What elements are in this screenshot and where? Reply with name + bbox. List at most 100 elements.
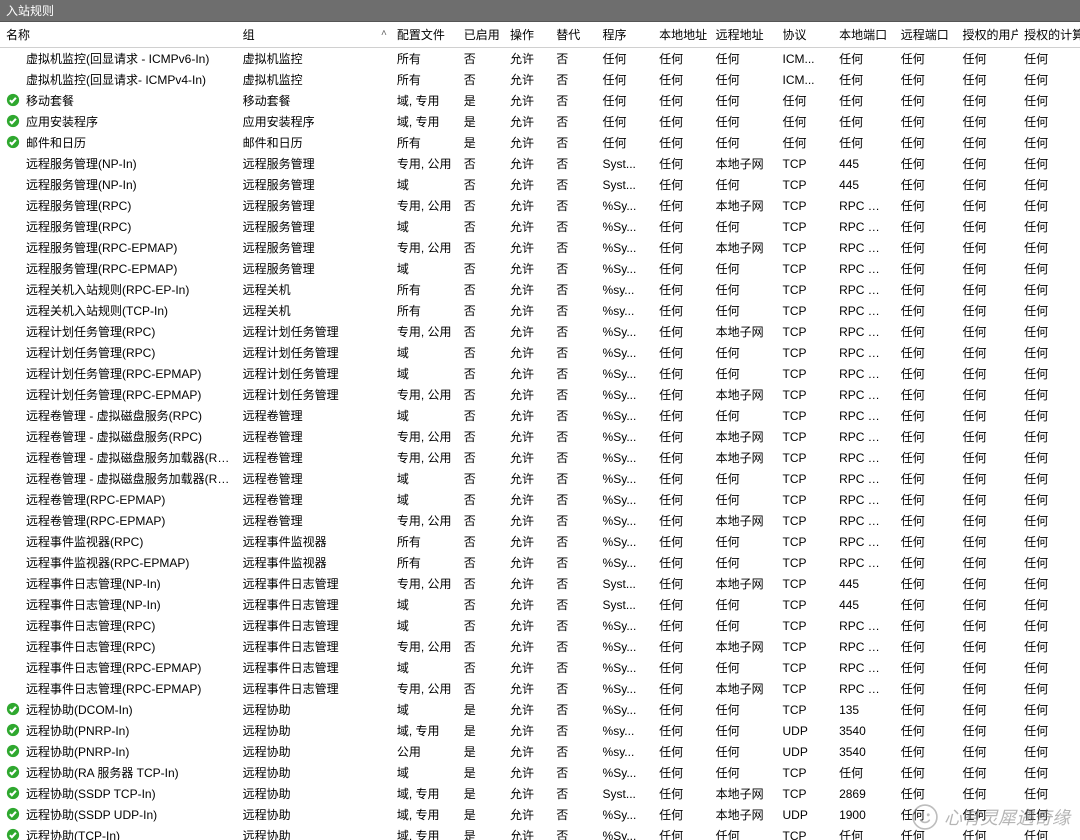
cell-enabled: 否 xyxy=(458,468,504,489)
table-row[interactable]: 远程事件日志管理(RPC-EPMAP)远程事件日志管理域否允许否%Sy...任何… xyxy=(0,657,1080,678)
cell-lport: RPC 动态... xyxy=(833,342,895,363)
cell-comp: 任何 xyxy=(1018,132,1080,153)
cell-proto: TCP xyxy=(777,468,834,489)
cell-user: 任何 xyxy=(956,468,1018,489)
table-row[interactable]: 远程卷管理 - 虚拟磁盘服务(RPC)远程卷管理专用, 公用否允许否%Sy...… xyxy=(0,426,1080,447)
table-row[interactable]: 远程事件日志管理(RPC-EPMAP)远程事件日志管理专用, 公用否允许否%Sy… xyxy=(0,678,1080,699)
table-row[interactable]: 远程关机入站规则(RPC-EP-In)远程关机所有否允许否%sy...任何任何T… xyxy=(0,279,1080,300)
cell-action: 允许 xyxy=(504,384,550,405)
cell-group: 远程协助 xyxy=(237,825,391,840)
cell-override: 否 xyxy=(550,615,596,636)
table-row[interactable]: 远程事件监视器(RPC-EPMAP)远程事件监视器所有否允许否%Sy...任何任… xyxy=(0,552,1080,573)
table-row[interactable]: 应用安装程序应用安装程序域, 专用是允许否任何任何任何任何任何任何任何任何 xyxy=(0,111,1080,132)
table-row[interactable]: 远程协助(PNRP-In)远程协助公用是允许否%sy...任何任何UDP3540… xyxy=(0,741,1080,762)
table-row[interactable]: 远程协助(DCOM-In)远程协助域是允许否%Sy...任何任何TCP135任何… xyxy=(0,699,1080,720)
column-header-remote[interactable]: 远程地址 xyxy=(710,22,777,48)
cell-rport: 任何 xyxy=(895,279,957,300)
table-row[interactable]: 远程计划任务管理(RPC-EPMAP)远程计划任务管理专用, 公用否允许否%Sy… xyxy=(0,384,1080,405)
column-header-rport[interactable]: 远程端口 xyxy=(895,22,957,48)
table-row[interactable]: 远程服务管理(RPC)远程服务管理域否允许否%Sy...任何任何TCPRPC 动… xyxy=(0,216,1080,237)
table-row[interactable]: 远程关机入站规则(TCP-In)远程关机所有否允许否%sy...任何任何TCPR… xyxy=(0,300,1080,321)
table-row[interactable]: 远程计划任务管理(RPC)远程计划任务管理专用, 公用否允许否%Sy...任何本… xyxy=(0,321,1080,342)
column-header-override[interactable]: 替代 xyxy=(550,22,596,48)
cell-profile: 域 xyxy=(391,342,458,363)
cell-rport: 任何 xyxy=(895,69,957,90)
table-row[interactable]: 远程计划任务管理(RPC-EPMAP)远程计划任务管理域否允许否%Sy...任何… xyxy=(0,363,1080,384)
cell-comp: 任何 xyxy=(1018,657,1080,678)
table-row[interactable]: 虚拟机监控(回显请求 - ICMPv6-In)虚拟机监控所有否允许否任何任何任何… xyxy=(0,48,1080,70)
column-header-local[interactable]: 本地地址 xyxy=(653,22,710,48)
table-row[interactable]: 远程卷管理(RPC-EPMAP)远程卷管理专用, 公用否允许否%Sy...任何本… xyxy=(0,510,1080,531)
table-row[interactable]: 远程服务管理(NP-In)远程服务管理专用, 公用否允许否Syst...任何本地… xyxy=(0,153,1080,174)
table-row[interactable]: 远程协助(RA 服务器 TCP-In)远程协助域是允许否%Sy...任何任何TC… xyxy=(0,762,1080,783)
cell-proto: TCP xyxy=(777,762,834,783)
table-row[interactable]: 远程协助(SSDP UDP-In)远程协助域, 专用是允许否%Sy...任何本地… xyxy=(0,804,1080,825)
column-header-lport[interactable]: 本地端口 xyxy=(833,22,895,48)
table-row[interactable]: 邮件和日历邮件和日历所有是允许否任何任何任何任何任何任何任何任何 xyxy=(0,132,1080,153)
cell-comp: 任何 xyxy=(1018,237,1080,258)
table-row[interactable]: 移动套餐移动套餐域, 专用是允许否任何任何任何任何任何任何任何任何 xyxy=(0,90,1080,111)
table-row[interactable]: 远程服务管理(RPC-EPMAP)远程服务管理域否允许否%Sy...任何任何TC… xyxy=(0,258,1080,279)
cell-remote: 任何 xyxy=(710,258,777,279)
table-row[interactable]: 远程卷管理 - 虚拟磁盘服务加载器(RPC)远程卷管理专用, 公用否允许否%Sy… xyxy=(0,447,1080,468)
cell-name: 远程计划任务管理(RPC-EPMAP) xyxy=(0,384,237,405)
table-row[interactable]: 远程卷管理 - 虚拟磁盘服务加载器(RPC)远程卷管理域否允许否%Sy...任何… xyxy=(0,468,1080,489)
rules-scroll[interactable]: 名称组˄配置文件已启用操作替代程序本地地址远程地址协议本地端口远程端口授权的用户… xyxy=(0,22,1080,840)
cell-user: 任何 xyxy=(956,678,1018,699)
cell-comp: 任何 xyxy=(1018,573,1080,594)
cell-enabled: 否 xyxy=(458,258,504,279)
column-header-comp[interactable]: 授权的计算 xyxy=(1018,22,1080,48)
column-header-action[interactable]: 操作 xyxy=(504,22,550,48)
rules-table: 名称组˄配置文件已启用操作替代程序本地地址远程地址协议本地端口远程端口授权的用户… xyxy=(0,22,1080,840)
cell-enabled: 是 xyxy=(458,762,504,783)
table-row[interactable]: 远程协助(SSDP TCP-In)远程协助域, 专用是允许否Syst...任何本… xyxy=(0,783,1080,804)
column-header-name[interactable]: 名称 xyxy=(0,22,237,48)
cell-proto: TCP xyxy=(777,531,834,552)
cell-proto: TCP xyxy=(777,174,834,195)
cell-remote: 任何 xyxy=(710,48,777,70)
cell-comp: 任何 xyxy=(1018,615,1080,636)
table-row[interactable]: 远程事件日志管理(NP-In)远程事件日志管理专用, 公用否允许否Syst...… xyxy=(0,573,1080,594)
table-row[interactable]: 远程服务管理(NP-In)远程服务管理域否允许否Syst...任何任何TCP44… xyxy=(0,174,1080,195)
cell-remote: 任何 xyxy=(710,657,777,678)
table-row[interactable]: 远程协助(TCP-In)远程协助域, 专用是允许否%Sy...任何任何TCP任何… xyxy=(0,825,1080,840)
cell-enabled: 否 xyxy=(458,447,504,468)
cell-name: 远程协助(SSDP TCP-In) xyxy=(0,783,237,804)
cell-action: 允许 xyxy=(504,174,550,195)
cell-comp: 任何 xyxy=(1018,153,1080,174)
cell-profile: 公用 xyxy=(391,741,458,762)
table-row[interactable]: 远程协助(PNRP-In)远程协助域, 专用是允许否%sy...任何任何UDP3… xyxy=(0,720,1080,741)
cell-lport: RPC 动态... xyxy=(833,426,895,447)
cell-profile: 专用, 公用 xyxy=(391,153,458,174)
cell-user: 任何 xyxy=(956,363,1018,384)
cell-comp: 任何 xyxy=(1018,195,1080,216)
column-header-proto[interactable]: 协议 xyxy=(777,22,834,48)
table-row[interactable]: 远程事件监视器(RPC)远程事件监视器所有否允许否%Sy...任何任何TCPRP… xyxy=(0,531,1080,552)
column-header-row[interactable]: 名称组˄配置文件已启用操作替代程序本地地址远程地址协议本地端口远程端口授权的用户… xyxy=(0,22,1080,48)
cell-action: 允许 xyxy=(504,510,550,531)
column-header-enabled[interactable]: 已启用 xyxy=(458,22,504,48)
table-row[interactable]: 远程卷管理(RPC-EPMAP)远程卷管理域否允许否%Sy...任何任何TCPR… xyxy=(0,489,1080,510)
cell-program: 任何 xyxy=(597,90,654,111)
cell-user: 任何 xyxy=(956,657,1018,678)
cell-enabled: 否 xyxy=(458,594,504,615)
cell-program: 任何 xyxy=(597,69,654,90)
cell-rport: 任何 xyxy=(895,804,957,825)
table-row[interactable]: 远程事件日志管理(RPC)远程事件日志管理域否允许否%Sy...任何任何TCPR… xyxy=(0,615,1080,636)
table-row[interactable]: 虚拟机监控(回显请求- ICMPv4-In)虚拟机监控所有否允许否任何任何任何I… xyxy=(0,69,1080,90)
table-row[interactable]: 远程服务管理(RPC-EPMAP)远程服务管理专用, 公用否允许否%Sy...任… xyxy=(0,237,1080,258)
cell-group: 远程计划任务管理 xyxy=(237,321,391,342)
table-row[interactable]: 远程服务管理(RPC)远程服务管理专用, 公用否允许否%Sy...任何本地子网T… xyxy=(0,195,1080,216)
table-row[interactable]: 远程事件日志管理(NP-In)远程事件日志管理域否允许否Syst...任何任何T… xyxy=(0,594,1080,615)
cell-proto: TCP xyxy=(777,636,834,657)
column-header-user[interactable]: 授权的用户 xyxy=(956,22,1018,48)
table-row[interactable]: 远程事件日志管理(RPC)远程事件日志管理专用, 公用否允许否%Sy...任何本… xyxy=(0,636,1080,657)
column-header-profile[interactable]: 配置文件 xyxy=(391,22,458,48)
cell-local: 任何 xyxy=(653,153,710,174)
table-row[interactable]: 远程计划任务管理(RPC)远程计划任务管理域否允许否%Sy...任何任何TCPR… xyxy=(0,342,1080,363)
cell-group: 远程协助 xyxy=(237,720,391,741)
column-header-program[interactable]: 程序 xyxy=(597,22,654,48)
table-row[interactable]: 远程卷管理 - 虚拟磁盘服务(RPC)远程卷管理域否允许否%Sy...任何任何T… xyxy=(0,405,1080,426)
column-header-group[interactable]: 组˄ xyxy=(237,22,391,48)
cell-program: %Sy... xyxy=(597,363,654,384)
